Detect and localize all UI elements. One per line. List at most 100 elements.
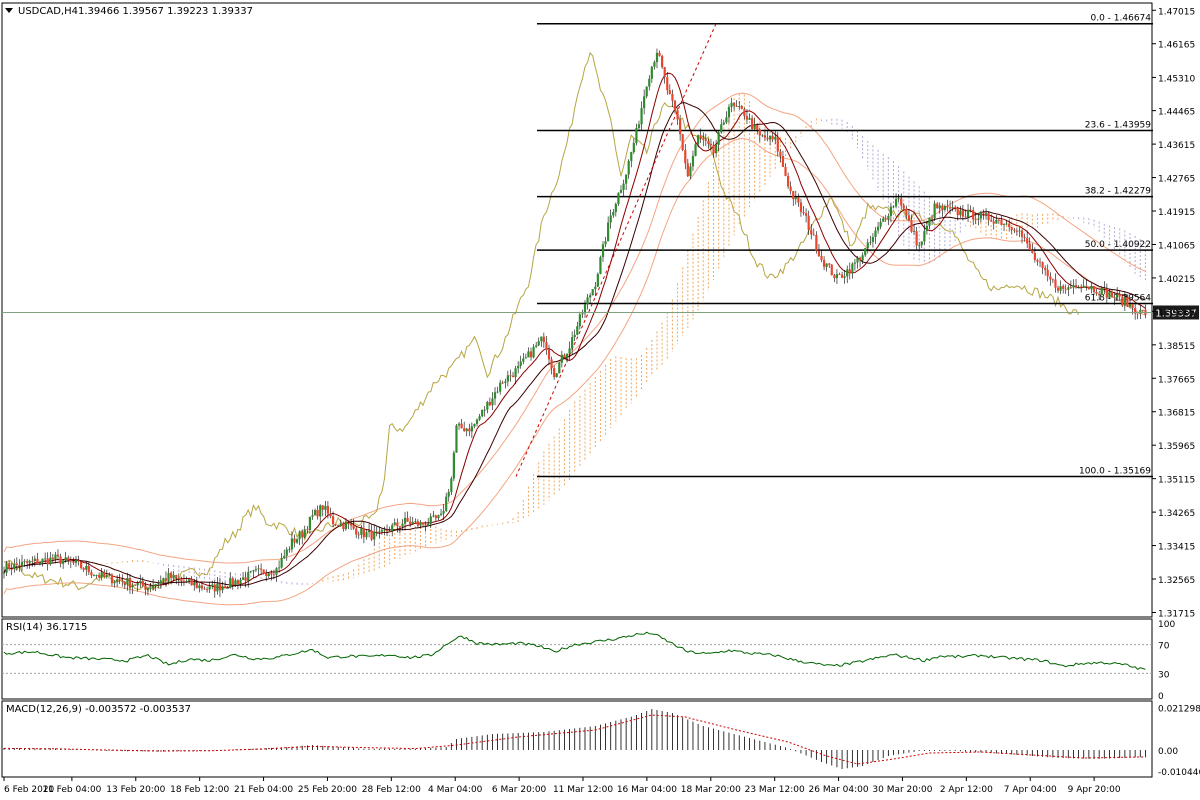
trend-line[interactable] [515, 23, 717, 477]
candle-body [1041, 262, 1044, 268]
candle-body [910, 220, 913, 232]
candle-body [80, 561, 83, 569]
price-panel[interactable]: 0.0 - 1.46674 23.6 - 1.43959 38.2 - 1.4227… [1, 2, 1199, 619]
candle-body [820, 255, 823, 260]
candle-body [468, 428, 471, 432]
candle-body [640, 108, 643, 125]
candle-body [162, 578, 165, 581]
candle-body [745, 116, 749, 120]
candle-body [709, 143, 713, 146]
candle-body [961, 210, 965, 217]
candle-body [966, 209, 970, 218]
candle-body [928, 217, 931, 226]
price-tick-label: 1.34265 [1158, 509, 1195, 519]
candle-body [681, 134, 684, 151]
fibonacci-retracement[interactable]: 0.0 - 1.46674 23.6 - 1.43959 38.2 - 1.4227… [537, 14, 1153, 478]
candle-body [864, 248, 867, 256]
candle-body [493, 392, 497, 399]
candle-body [761, 135, 764, 137]
candle-body [15, 563, 18, 565]
candle-body [213, 584, 216, 592]
candle-body [1018, 230, 1021, 232]
rsi-tick-label: 100 [1158, 620, 1175, 630]
candle-body [1062, 286, 1065, 289]
candle-body [894, 198, 898, 207]
candle-body [699, 135, 702, 139]
rsi-panel[interactable]: 100 70 30 0 RSI(14) 36.1715 [1, 618, 1175, 702]
candle-body [738, 106, 741, 107]
candle-body [833, 275, 836, 279]
candle-body [1131, 304, 1134, 308]
candle-body [722, 122, 725, 125]
candle-body [362, 528, 366, 538]
candle-body [727, 106, 731, 118]
candle-body [82, 568, 85, 570]
candle-body [1074, 285, 1078, 288]
candle-body [1002, 224, 1006, 225]
candle-body [445, 496, 448, 511]
candle-body [316, 510, 319, 517]
candle-body [1054, 279, 1057, 288]
candle-body [146, 588, 150, 590]
candle-body [396, 522, 399, 527]
candle-body [272, 574, 276, 576]
candle-body [303, 529, 306, 538]
fib-level-label: 100.0 - 1.35169 [1079, 467, 1151, 477]
candle-body [223, 586, 227, 588]
candle-body [915, 231, 918, 246]
candle-body [884, 218, 887, 220]
candle-body [391, 525, 394, 531]
candle-body [198, 585, 201, 589]
candle-body [249, 571, 252, 573]
symbol-menu-arrow-icon[interactable] [5, 8, 13, 13]
candle-body [180, 578, 183, 581]
candle-body [26, 561, 29, 563]
candle-body [1095, 292, 1098, 294]
candle-body [851, 263, 854, 274]
candle-body [779, 151, 782, 156]
candle-body [234, 580, 237, 586]
candle-body [38, 562, 42, 565]
candle-body [450, 478, 453, 492]
candle-body [1023, 236, 1026, 239]
price-tag-background [1153, 305, 1199, 320]
price-tick-label: 1.43615 [1158, 141, 1195, 151]
candle-body [601, 244, 605, 258]
candle-body [283, 555, 286, 558]
candle-body [740, 106, 743, 110]
candle-body [781, 155, 785, 167]
candle-body [918, 245, 921, 246]
candle-body [956, 208, 959, 216]
candle-body [535, 345, 538, 347]
candle-body [319, 505, 322, 517]
candle-body [763, 135, 767, 138]
candle-body [1008, 223, 1011, 228]
candle-body [1110, 291, 1114, 298]
candle-body [411, 521, 414, 525]
candle-body [49, 557, 52, 565]
candle-body [331, 516, 335, 525]
candle-body [743, 109, 746, 117]
candle-body [771, 135, 774, 140]
macd-panel[interactable]: 0.021298 0.00 -0.010446 MACD(12,26,9) -0.0… [1, 700, 1200, 778]
candle-body [604, 241, 607, 245]
candle-body [565, 353, 569, 358]
candle-body [542, 336, 545, 343]
candle-body [118, 579, 121, 581]
macd-histogram [3, 709, 1146, 769]
candle-body [270, 573, 273, 575]
candle-body [1105, 288, 1108, 298]
candle-body [31, 560, 34, 562]
candle-body [509, 375, 512, 377]
candle-body [717, 132, 720, 145]
candle-body [352, 525, 355, 529]
candle-body [1082, 285, 1085, 288]
candle-body [8, 563, 11, 569]
candle-body [254, 569, 258, 571]
candle-body [691, 155, 695, 167]
price-tick-label: 1.44465 [1158, 108, 1195, 118]
candle-body [491, 398, 494, 406]
candle-body [812, 234, 815, 236]
candle-body [378, 531, 381, 533]
